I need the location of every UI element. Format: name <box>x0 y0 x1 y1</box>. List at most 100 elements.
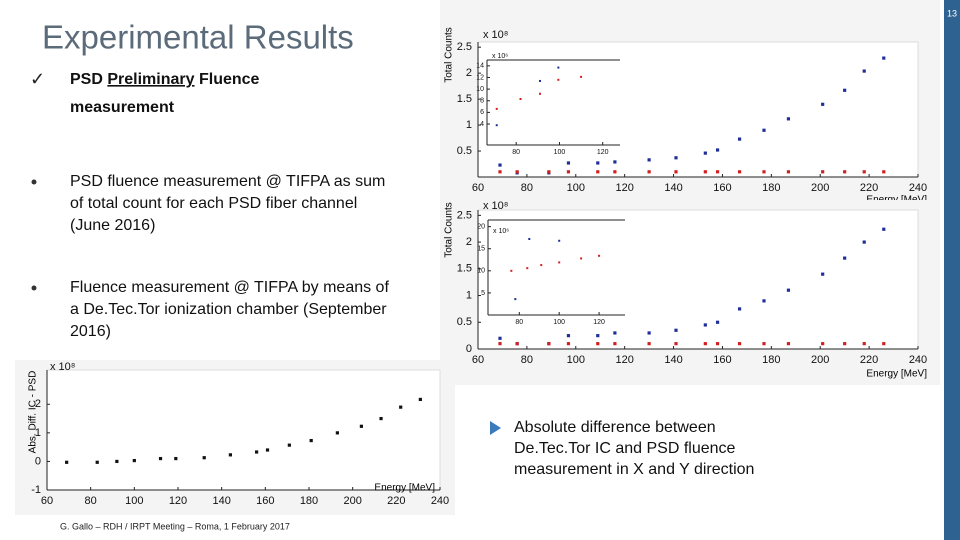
point <box>647 158 651 162</box>
point <box>174 456 178 461</box>
y-tick-label: 5 <box>481 290 485 297</box>
x-tick-label: 120 <box>615 354 633 366</box>
point <box>265 448 270 452</box>
x-tick-label: 160 <box>713 182 731 194</box>
x-tick-label: 100 <box>567 182 585 194</box>
point <box>379 416 383 421</box>
y-tick-label: 2.5 <box>457 209 472 221</box>
point <box>703 342 707 346</box>
point <box>558 239 561 242</box>
point <box>519 98 522 101</box>
point <box>515 170 519 174</box>
point <box>715 320 720 324</box>
point <box>538 79 541 82</box>
point <box>95 460 99 464</box>
point <box>786 288 791 292</box>
x-tick-label: 200 <box>811 182 829 194</box>
x-tick-label: 200 <box>343 495 361 507</box>
x-tick-label: 80 <box>85 495 97 507</box>
x-tick-label: 140 <box>664 182 682 194</box>
y-tick-label: 0.5 <box>457 316 472 328</box>
x-tick-label: 100 <box>553 319 565 326</box>
point <box>580 75 583 78</box>
heading: PSD Preliminary Fluence <box>70 71 260 88</box>
exponent: x 10⁸ <box>483 200 508 212</box>
y-tick-label: 4 <box>480 121 484 128</box>
x-tick-label: 140 <box>664 354 682 366</box>
x-tick-label: 80 <box>515 319 523 326</box>
point <box>882 227 886 231</box>
x-axis-label: Energy [MeV] <box>374 483 435 494</box>
point <box>862 69 866 73</box>
plot-area <box>488 220 625 315</box>
point <box>703 151 707 155</box>
point <box>821 342 825 346</box>
y-tick-label: 0 <box>466 343 472 355</box>
x-tick-label: 100 <box>125 495 143 507</box>
exponent: x 10⁸ <box>50 361 75 373</box>
exponent: x 10⁶ <box>492 53 508 60</box>
point <box>566 342 571 346</box>
plot-area <box>487 60 620 145</box>
point <box>762 128 766 132</box>
heading-line: measurement <box>70 99 175 116</box>
x-tick-label: 60 <box>41 495 53 507</box>
y-tick-label: 1 <box>35 427 41 439</box>
point <box>132 458 136 463</box>
point <box>526 267 529 270</box>
x-tick-label: 60 <box>472 182 484 194</box>
point <box>158 456 163 461</box>
point <box>359 424 363 428</box>
point <box>115 459 119 464</box>
point <box>558 261 561 264</box>
y-tick-label: 10 <box>476 86 484 93</box>
note-text: Absolute difference between <box>514 419 716 436</box>
y-axis-label: Total Counts <box>444 202 455 258</box>
point <box>547 170 551 174</box>
y-tick-label: 0 <box>35 455 41 467</box>
point <box>674 156 678 160</box>
point <box>547 342 551 346</box>
x-tick-label: 240 <box>909 354 927 366</box>
point <box>515 342 519 346</box>
point <box>762 342 766 346</box>
point <box>703 170 707 174</box>
point <box>737 342 742 346</box>
y-axis-label: Total Counts <box>444 27 455 83</box>
point <box>228 453 232 457</box>
point <box>540 264 543 267</box>
point <box>821 272 825 276</box>
point <box>715 342 720 346</box>
point <box>843 256 847 260</box>
point <box>557 78 560 81</box>
y-tick-label: 15 <box>477 246 485 253</box>
point <box>737 307 742 311</box>
point <box>514 298 517 301</box>
side-bar <box>944 0 960 540</box>
bullet-text: Fluence measurement @ TIFPA by means of <box>70 279 389 296</box>
point <box>528 238 531 240</box>
point <box>557 66 560 69</box>
y-tick-label: -1 <box>31 484 41 496</box>
y-tick-label: 2 <box>35 398 41 410</box>
point <box>674 328 678 332</box>
y-tick-label: 10 <box>477 268 485 275</box>
exponent: x 10⁸ <box>483 29 508 41</box>
y-tick-label: 12 <box>476 74 484 81</box>
x-tick-label: 80 <box>521 182 533 194</box>
x-tick-label: 80 <box>521 354 533 366</box>
point <box>598 254 601 257</box>
bullet-text: 2016) <box>70 323 111 340</box>
note-text: De.Tec.Tor IC and PSD fluence <box>514 440 736 457</box>
point <box>596 170 600 174</box>
y-tick-label: 20 <box>477 223 485 230</box>
heading-u: Preliminary <box>107 71 194 88</box>
point <box>309 438 313 443</box>
x-tick-label: 120 <box>597 149 609 156</box>
x-tick-label: 180 <box>300 495 318 507</box>
x-tick-label: 120 <box>593 319 605 326</box>
x-tick-label: 120 <box>169 495 187 507</box>
point <box>498 170 502 174</box>
point <box>786 342 791 346</box>
point <box>821 102 825 106</box>
